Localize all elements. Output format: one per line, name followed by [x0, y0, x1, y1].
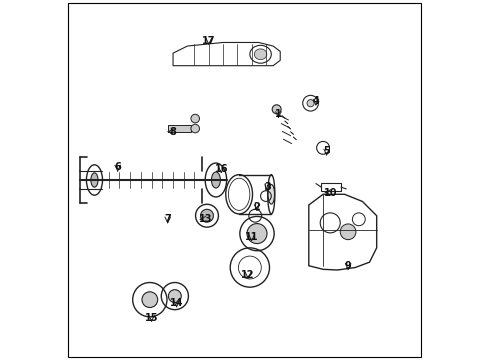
Circle shape — [200, 209, 213, 222]
Ellipse shape — [254, 49, 266, 60]
Text: 11: 11 — [244, 232, 258, 242]
Text: 10: 10 — [323, 188, 336, 198]
Text: 3: 3 — [264, 182, 270, 192]
Text: 14: 14 — [169, 298, 183, 308]
Text: 12: 12 — [241, 270, 254, 280]
Circle shape — [340, 224, 355, 240]
Bar — [321, 183, 340, 192]
Ellipse shape — [211, 172, 220, 188]
Text: 6: 6 — [114, 162, 121, 172]
Text: 7: 7 — [164, 214, 171, 224]
Ellipse shape — [91, 173, 98, 187]
Text: 5: 5 — [323, 147, 329, 157]
Circle shape — [142, 292, 157, 307]
Ellipse shape — [272, 105, 281, 114]
Text: 15: 15 — [144, 312, 158, 323]
Text: 8: 8 — [169, 127, 176, 137]
Text: 1: 1 — [274, 109, 281, 119]
Text: 16: 16 — [214, 164, 227, 174]
Ellipse shape — [267, 184, 274, 204]
Text: 9: 9 — [344, 261, 351, 271]
Text: 4: 4 — [312, 96, 319, 107]
Text: 17: 17 — [202, 36, 215, 46]
Text: 13: 13 — [198, 214, 211, 224]
Circle shape — [190, 114, 199, 123]
Circle shape — [190, 124, 199, 133]
Text: 2: 2 — [253, 202, 260, 212]
Circle shape — [246, 224, 266, 244]
Circle shape — [306, 100, 313, 107]
Circle shape — [168, 290, 181, 302]
Bar — [167, 125, 190, 132]
